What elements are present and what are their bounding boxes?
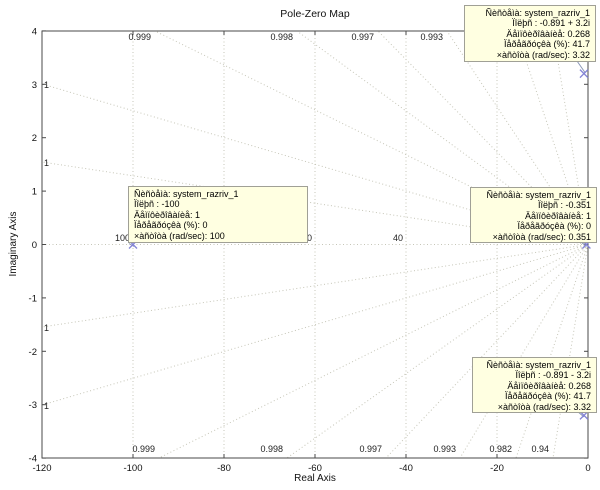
y-tick-label: 3	[32, 80, 37, 91]
pole-marker-stroke	[579, 69, 589, 79]
datatip-line-pole: Ïîëþñ : -100	[134, 199, 180, 210]
y-axis-label: Imaginary Axis	[8, 211, 19, 276]
y-tick-label: 1	[32, 187, 37, 198]
x-tick-label: -100	[123, 463, 142, 474]
sgrid-damping-label: 1	[44, 401, 49, 411]
sgrid-frequency-label: 40	[393, 233, 403, 243]
datatip-line-pole: Ïîëþñ : -0.891 + 3.2i	[512, 18, 590, 29]
y-tick-label: -4	[29, 454, 37, 465]
datatip-line-system: Ñèñòåìà: system_razriv_1	[486, 190, 591, 200]
sgrid-damping-label: 0.997	[359, 444, 382, 454]
datatip-line-overshoot: Ïåðåãðóçêà (%): 0	[517, 221, 591, 232]
sgrid-damping-label: 0.999	[132, 444, 155, 454]
sgrid-damping-ray	[459, 244, 589, 459]
chart-title: Pole-Zero Map	[280, 8, 350, 20]
y-tick-label: 2	[32, 133, 37, 144]
sgrid-damping-ray	[515, 244, 589, 459]
x-axis-label: Real Axis	[294, 473, 336, 484]
sgrid-damping-label: 0.993	[433, 444, 456, 454]
datatip-pole-complex-upper[interactable]: Ñèñòåìà: system_razriv_1 Ïîëþñ : -0.891 …	[464, 5, 596, 62]
sgrid-damping-label: 0.94	[531, 444, 549, 454]
datatip-line-damping: Äåìïôèðîâàíèå: 1	[524, 210, 591, 221]
datatip-pole-real-slow[interactable]: Ñèñòåìà: system_razriv_1 Ïîëþñ : -0.351 …	[470, 187, 597, 243]
sgrid-damping-ray	[385, 244, 589, 459]
datatip-line-overshoot: Ïåðåãðóçêà (%): 41.7	[503, 39, 590, 50]
y-tick-label: -2	[29, 347, 37, 358]
sgrid-damping-ray	[158, 244, 589, 459]
y-tick-label: 4	[32, 26, 37, 37]
datatip-connector	[128, 243, 135, 247]
datatip-line-frequency: ×àñòîòà (rad/sec): 3.32	[497, 401, 591, 412]
datatip-pole-complex-lower[interactable]: Ñèñòåìà: system_razriv_1 Ïîëþñ : -0.891 …	[472, 357, 597, 413]
x-tick-label: -40	[399, 463, 413, 474]
sgrid-damping-label: 0.999	[128, 32, 151, 42]
sgrid-damping-label: 1	[44, 158, 49, 168]
datatip-line-overshoot: Ïåðåãðóçêà (%): 41.7	[504, 391, 591, 402]
datatip-line-damping: Äåìïôèðîâàíèå: 0.268	[506, 28, 590, 39]
y-tick-label: -3	[29, 400, 37, 411]
x-tick-label: -60	[308, 463, 322, 474]
sgrid-damping-ray	[286, 244, 589, 459]
sgrid-damping-label: 0.998	[260, 444, 283, 454]
datatip-line-damping: Äåìïôèðîâàíèå: 0.268	[507, 380, 591, 391]
x-tick-label: -20	[490, 463, 504, 474]
sgrid-damping-label: 1	[44, 323, 49, 333]
sgrid-damping-ray	[552, 244, 589, 459]
x-tick-label: 0	[585, 463, 590, 474]
sgrid-damping-label: 0.998	[270, 32, 293, 42]
x-tick-label: -80	[217, 463, 231, 474]
datatip-line-pole: Ïîëþñ : -0.891 - 3.2i	[515, 370, 591, 381]
datatip-line-damping: Äåìïôèðîâàíèå: 1	[134, 209, 201, 220]
datatip-line-system: Ñèñòåìà: system_razriv_1	[486, 360, 591, 370]
datatip-line-frequency: ×àñòîòà (rad/sec): 100	[134, 230, 225, 241]
datatip-line-overshoot: Ïåðåãðóçêà (%): 0	[134, 220, 208, 231]
sgrid-damping-ray	[515, 30, 589, 245]
datatip-line-frequency: ×àñòîòà (rad/sec): 0.351	[492, 231, 591, 242]
datatip-connector	[576, 60, 586, 73]
sgrid-damping-label: 0.997	[351, 32, 374, 42]
sgrid-damping-label: 0.982	[489, 444, 512, 454]
pole-marker[interactable]	[579, 69, 589, 79]
sgrid-damping-ray	[41, 244, 589, 406]
y-tick-label: -1	[29, 293, 37, 304]
sgrid-frequency-label: 100	[115, 233, 130, 243]
sgrid-damping-label: 0.993	[420, 32, 443, 42]
datatip-line-frequency: ×àñòîòà (rad/sec): 3.32	[496, 49, 590, 60]
y-tick-label: 0	[32, 240, 37, 251]
datatip-line-system: Ñèñòåìà: system_razriv_1	[485, 8, 590, 18]
sgrid-damping-label: 1	[44, 80, 49, 90]
x-tick-label: -120	[32, 463, 51, 474]
datatip-line-system: Ñèñòåìà: system_razriv_1	[134, 189, 239, 199]
datatip-line-pole: Ïîëþñ : -0.351	[537, 200, 591, 211]
datatip-pole-real-fast[interactable]: Ñèñòåìà: system_razriv_1 Ïîëþñ : -100 Äå…	[128, 186, 308, 243]
